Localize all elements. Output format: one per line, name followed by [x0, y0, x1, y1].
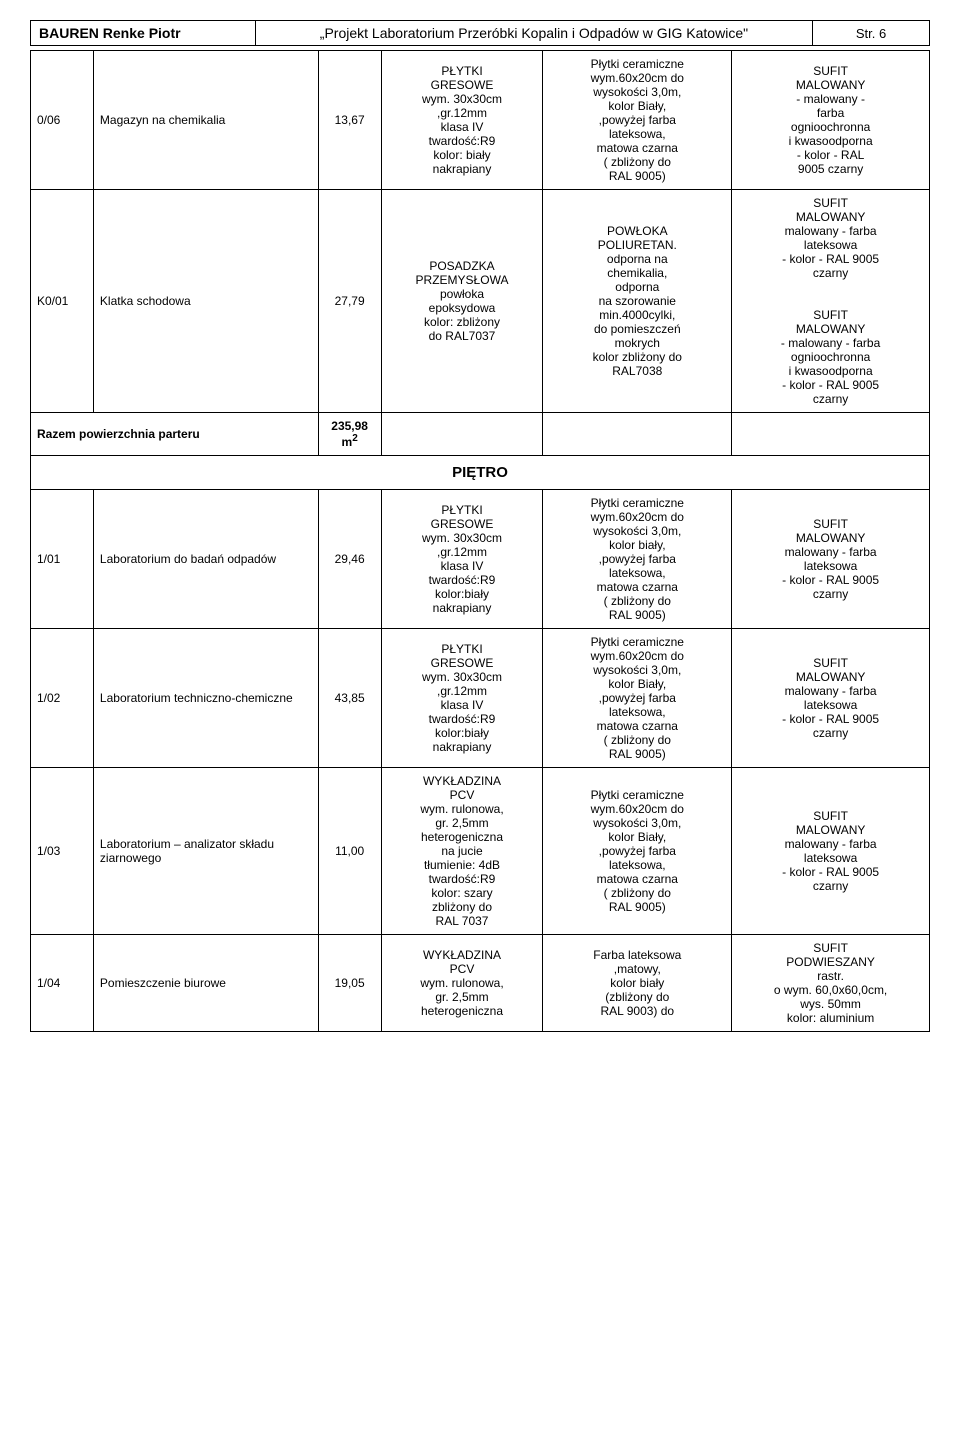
cell-ceil: SUFITMALOWANYmalowany - farbalateksowa- …: [732, 190, 930, 413]
cell-code: 1/02: [31, 629, 94, 768]
table-row: 1/01 Laboratorium do badań odpadów 29,46…: [31, 490, 930, 629]
cell-code: K0/01: [31, 190, 94, 413]
cell-floor: PŁYTKIGRESOWEwym. 30x30cm,gr.12mmklasa I…: [381, 629, 543, 768]
document-header: BAUREN Renke Piotr „Projekt Laboratorium…: [30, 20, 930, 46]
cell-qty: 43,85: [318, 629, 381, 768]
sum-blank-wall: [543, 413, 732, 456]
cell-wall: Płytki ceramicznewym.60x20cm dowysokości…: [543, 51, 732, 190]
cell-name: Klatka schodowa: [93, 190, 318, 413]
cell-qty: 13,67: [318, 51, 381, 190]
cell-ceil: SUFITMALOWANYmalowany - farbalateksowa- …: [732, 629, 930, 768]
cell-wall: Farba lateksowa,matowy,kolor biały(zbliż…: [543, 935, 732, 1032]
cell-wall: Płytki ceramicznewym.60x20cm dowysokości…: [543, 629, 732, 768]
cell-ceil: SUFITMALOWANY- malowany -farbaognioochro…: [732, 51, 930, 190]
cell-wall: POWŁOKAPOLIURETAN.odporna nachemikalia,o…: [543, 190, 732, 413]
table-row: 1/03 Laboratorium – analizator składu zi…: [31, 768, 930, 935]
sum-label: Razem powierzchnia parteru: [31, 413, 319, 456]
cell-qty: 19,05: [318, 935, 381, 1032]
sum-value-text: 235,98 m: [331, 419, 368, 449]
section-row: PIĘTRO: [31, 456, 930, 490]
cell-code: 1/04: [31, 935, 94, 1032]
cell-floor: WYKŁADZINAPCVwym. rulonowa,gr. 2,5mmhete…: [381, 935, 543, 1032]
cell-wall: Płytki ceramicznewym.60x20cm dowysokości…: [543, 768, 732, 935]
spec-table: 0/06 Magazyn na chemikalia 13,67 PŁYTKIG…: [30, 50, 930, 1032]
cell-floor: POSADZKAPRZEMYSŁOWApowłokaepoksydowakolo…: [381, 190, 543, 413]
sum-value: 235,98 m2: [318, 413, 381, 456]
cell-name: Magazyn na chemikalia: [93, 51, 318, 190]
cell-floor: WYKŁADZINAPCVwym. rulonowa,gr. 2,5mmhete…: [381, 768, 543, 935]
table-row: K0/01 Klatka schodowa 27,79 POSADZKAPRZE…: [31, 190, 930, 413]
table-row: 1/04 Pomieszczenie biurowe 19,05 WYKŁADZ…: [31, 935, 930, 1032]
cell-code: 1/03: [31, 768, 94, 935]
cell-name: Laboratorium – analizator składu ziarnow…: [93, 768, 318, 935]
cell-wall: Płytki ceramicznewym.60x20cm dowysokości…: [543, 490, 732, 629]
cell-floor: PŁYTKIGRESOWEwym. 30x30cm,gr.12mmklasa I…: [381, 51, 543, 190]
cell-ceil: SUFITMALOWANYmalowany - farbalateksowa- …: [732, 768, 930, 935]
cell-ceil: SUFITPODWIESZANYrastr.o wym. 60,0x60,0cm…: [732, 935, 930, 1032]
cell-qty: 27,79: [318, 190, 381, 413]
sum-value-sup: 2: [352, 433, 358, 444]
cell-qty: 29,46: [318, 490, 381, 629]
cell-name: Laboratorium techniczno-chemiczne: [93, 629, 318, 768]
cell-code: 1/01: [31, 490, 94, 629]
header-center: „Projekt Laboratorium Przeróbki Kopalin …: [255, 21, 812, 46]
header-right: Str. 6: [813, 21, 930, 46]
cell-qty: 11,00: [318, 768, 381, 935]
table-row: 0/06 Magazyn na chemikalia 13,67 PŁYTKIG…: [31, 51, 930, 190]
header-left: BAUREN Renke Piotr: [31, 21, 256, 46]
cell-floor: PŁYTKIGRESOWEwym. 30x30cm,gr.12mmklasa I…: [381, 490, 543, 629]
cell-code: 0/06: [31, 51, 94, 190]
sum-row: Razem powierzchnia parteru 235,98 m2: [31, 413, 930, 456]
table-row: 1/02 Laboratorium techniczno-chemiczne 4…: [31, 629, 930, 768]
cell-ceil: SUFITMALOWANYmalowany - farbalateksowa- …: [732, 490, 930, 629]
sum-blank-floor: [381, 413, 543, 456]
cell-name: Laboratorium do badań odpadów: [93, 490, 318, 629]
sum-blank-ceil: [732, 413, 930, 456]
section-title: PIĘTRO: [31, 456, 930, 490]
cell-name: Pomieszczenie biurowe: [93, 935, 318, 1032]
